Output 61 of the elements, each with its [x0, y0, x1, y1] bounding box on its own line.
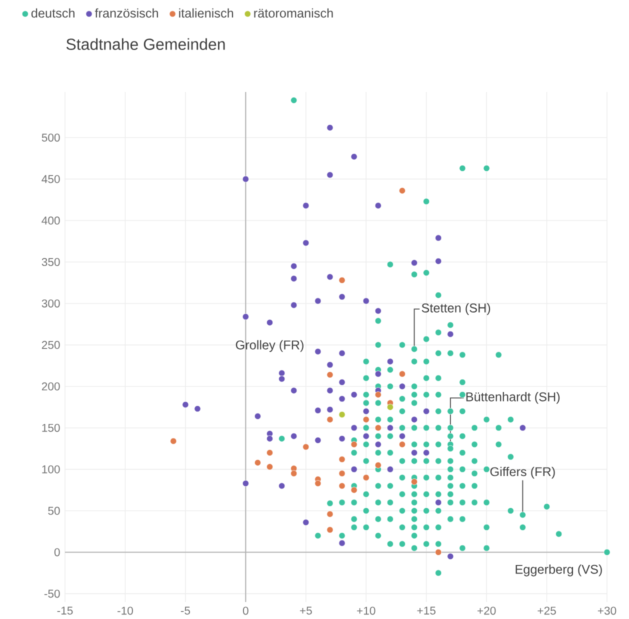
annotation: Stetten (SH) [422, 303, 490, 315]
point [374, 462, 382, 468]
point [362, 416, 370, 423]
point [338, 456, 346, 463]
point [386, 404, 394, 410]
annotation: Giffers (FR) [490, 466, 555, 479]
point [350, 486, 358, 494]
x-tick-label: 0 [242, 606, 248, 615]
point [338, 276, 346, 284]
annotation: Büttenhardt (SH) [466, 392, 560, 404]
y-tick-label: 450 [42, 175, 60, 184]
point [290, 470, 298, 477]
x-tick-label: +15 [417, 606, 436, 615]
chart-title: Stadtnahe Gemeinden [66, 38, 225, 50]
point [338, 482, 346, 490]
legend-label: italienisch [179, 8, 234, 18]
legend-label: französisch [94, 8, 158, 18]
y-tick-label: 150 [42, 424, 60, 432]
legend-label: deutsch [31, 8, 74, 18]
point [374, 424, 382, 432]
point [374, 391, 382, 398]
point [362, 474, 370, 481]
point [314, 480, 322, 487]
point [254, 459, 261, 466]
annotation: Eggerberg (VS) [516, 564, 602, 576]
x-tick-label: +30 [598, 606, 616, 615]
point [435, 548, 442, 556]
x-tick-label: +20 [477, 606, 496, 615]
x-tick-label: +10 [357, 606, 376, 615]
x-tick-label: -15 [57, 606, 73, 615]
y-tick-label: 250 [42, 340, 60, 349]
y-tick-label: 350 [42, 258, 60, 266]
point [326, 372, 334, 378]
point [398, 441, 406, 448]
point [170, 438, 177, 444]
point [326, 510, 334, 518]
y-tick-label: 50 [48, 506, 60, 515]
y-tick-label: 0 [54, 548, 60, 556]
point [338, 411, 346, 418]
y-tick-label: 400 [42, 216, 60, 225]
point [338, 470, 346, 477]
y-tick-label: 300 [42, 299, 60, 308]
point [398, 370, 406, 378]
point [411, 478, 418, 486]
point [266, 449, 274, 456]
legend-label: rätoromanisch [254, 8, 333, 18]
y-tick-label: 500 [42, 134, 60, 142]
point [350, 441, 358, 448]
point [326, 526, 334, 534]
y-tick-label: 100 [42, 465, 60, 474]
point [398, 187, 406, 194]
y-tick-label: 200 [42, 382, 60, 390]
point [326, 416, 334, 423]
x-tick-label: -5 [180, 606, 190, 615]
y-tick-label: -50 [44, 590, 60, 598]
x-tick-label: +25 [538, 606, 556, 615]
x-tick-label: +5 [300, 606, 312, 615]
point [266, 464, 274, 470]
x-tick-label: -10 [118, 606, 133, 615]
annotation: Grolley (FR) [236, 340, 304, 352]
point [302, 444, 310, 450]
